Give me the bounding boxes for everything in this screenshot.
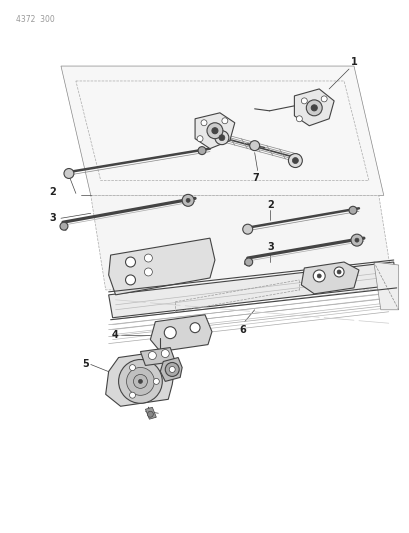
Circle shape xyxy=(129,392,135,398)
Circle shape xyxy=(296,116,301,122)
Circle shape xyxy=(60,222,68,230)
Circle shape xyxy=(207,123,222,139)
Circle shape xyxy=(161,350,169,358)
Circle shape xyxy=(148,352,156,360)
Circle shape xyxy=(165,362,179,376)
Circle shape xyxy=(354,238,358,242)
Circle shape xyxy=(317,274,320,278)
Circle shape xyxy=(182,195,193,206)
Circle shape xyxy=(147,411,153,417)
Polygon shape xyxy=(301,262,358,294)
Circle shape xyxy=(190,322,200,333)
Text: 7: 7 xyxy=(252,173,258,183)
Circle shape xyxy=(169,367,175,373)
Polygon shape xyxy=(140,348,175,366)
Circle shape xyxy=(198,147,205,155)
Polygon shape xyxy=(108,262,396,318)
Polygon shape xyxy=(90,196,393,290)
Circle shape xyxy=(125,275,135,285)
Circle shape xyxy=(211,128,217,134)
Polygon shape xyxy=(61,66,383,196)
Circle shape xyxy=(197,136,202,142)
Text: 2: 2 xyxy=(267,200,274,211)
Text: 3: 3 xyxy=(49,213,56,223)
Polygon shape xyxy=(145,407,156,419)
Circle shape xyxy=(348,206,356,214)
Text: 3: 3 xyxy=(267,242,274,252)
Circle shape xyxy=(310,105,317,111)
Text: 6: 6 xyxy=(239,325,245,335)
Circle shape xyxy=(242,224,252,234)
Circle shape xyxy=(244,258,252,266)
Circle shape xyxy=(221,118,227,124)
Circle shape xyxy=(288,154,301,167)
Circle shape xyxy=(312,270,324,282)
Circle shape xyxy=(144,254,152,262)
Circle shape xyxy=(333,267,343,277)
Circle shape xyxy=(292,158,298,164)
Circle shape xyxy=(125,257,135,267)
Circle shape xyxy=(350,234,362,246)
Circle shape xyxy=(126,367,154,395)
Polygon shape xyxy=(195,113,234,149)
Circle shape xyxy=(118,360,162,403)
Text: 5: 5 xyxy=(82,359,89,369)
Circle shape xyxy=(306,100,321,116)
Circle shape xyxy=(64,168,74,179)
Polygon shape xyxy=(160,358,182,382)
Text: 2: 2 xyxy=(49,188,56,197)
Text: 4372  300: 4372 300 xyxy=(16,15,55,25)
Text: 4: 4 xyxy=(112,329,118,340)
Circle shape xyxy=(129,365,135,370)
Text: 1: 1 xyxy=(350,57,357,67)
Circle shape xyxy=(138,379,142,383)
Circle shape xyxy=(214,131,228,144)
Circle shape xyxy=(164,327,176,338)
Circle shape xyxy=(200,120,207,126)
Polygon shape xyxy=(108,238,214,295)
Circle shape xyxy=(133,375,147,389)
Circle shape xyxy=(186,198,190,203)
Circle shape xyxy=(159,352,167,360)
Circle shape xyxy=(153,378,159,384)
Polygon shape xyxy=(294,89,333,126)
Circle shape xyxy=(249,141,259,151)
Circle shape xyxy=(301,98,307,104)
Circle shape xyxy=(144,268,152,276)
Circle shape xyxy=(320,96,326,102)
Polygon shape xyxy=(150,315,211,352)
Polygon shape xyxy=(106,352,175,406)
Circle shape xyxy=(218,135,224,141)
Polygon shape xyxy=(373,262,398,310)
Circle shape xyxy=(336,270,340,274)
